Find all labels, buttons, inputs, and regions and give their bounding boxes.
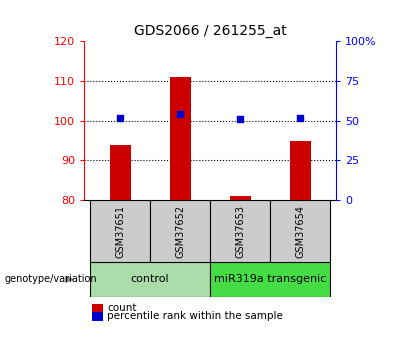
Polygon shape [65, 276, 75, 283]
Point [236, 116, 243, 122]
Point [117, 115, 123, 120]
Title: GDS2066 / 261255_at: GDS2066 / 261255_at [134, 23, 286, 38]
Bar [210, 262, 330, 297]
Text: miR319a transgenic: miR319a transgenic [214, 275, 326, 284]
Point [177, 112, 184, 117]
Bar [210, 200, 270, 262]
Point [297, 115, 303, 120]
Bar [90, 262, 210, 297]
Text: GSM37652: GSM37652 [175, 205, 185, 258]
Bar [110, 145, 131, 200]
Text: percentile rank within the sample: percentile rank within the sample [107, 312, 283, 321]
Bar [170, 77, 191, 200]
Bar [229, 196, 250, 200]
Bar [150, 200, 210, 262]
Text: GSM37653: GSM37653 [235, 205, 245, 258]
Bar [90, 200, 150, 262]
Text: genotype/variation: genotype/variation [4, 275, 97, 284]
Bar [270, 200, 330, 262]
Bar [289, 141, 310, 200]
Text: GSM37654: GSM37654 [295, 205, 305, 258]
Text: count: count [107, 303, 136, 313]
Text: GSM37651: GSM37651 [115, 205, 125, 258]
Text: control: control [131, 275, 169, 284]
